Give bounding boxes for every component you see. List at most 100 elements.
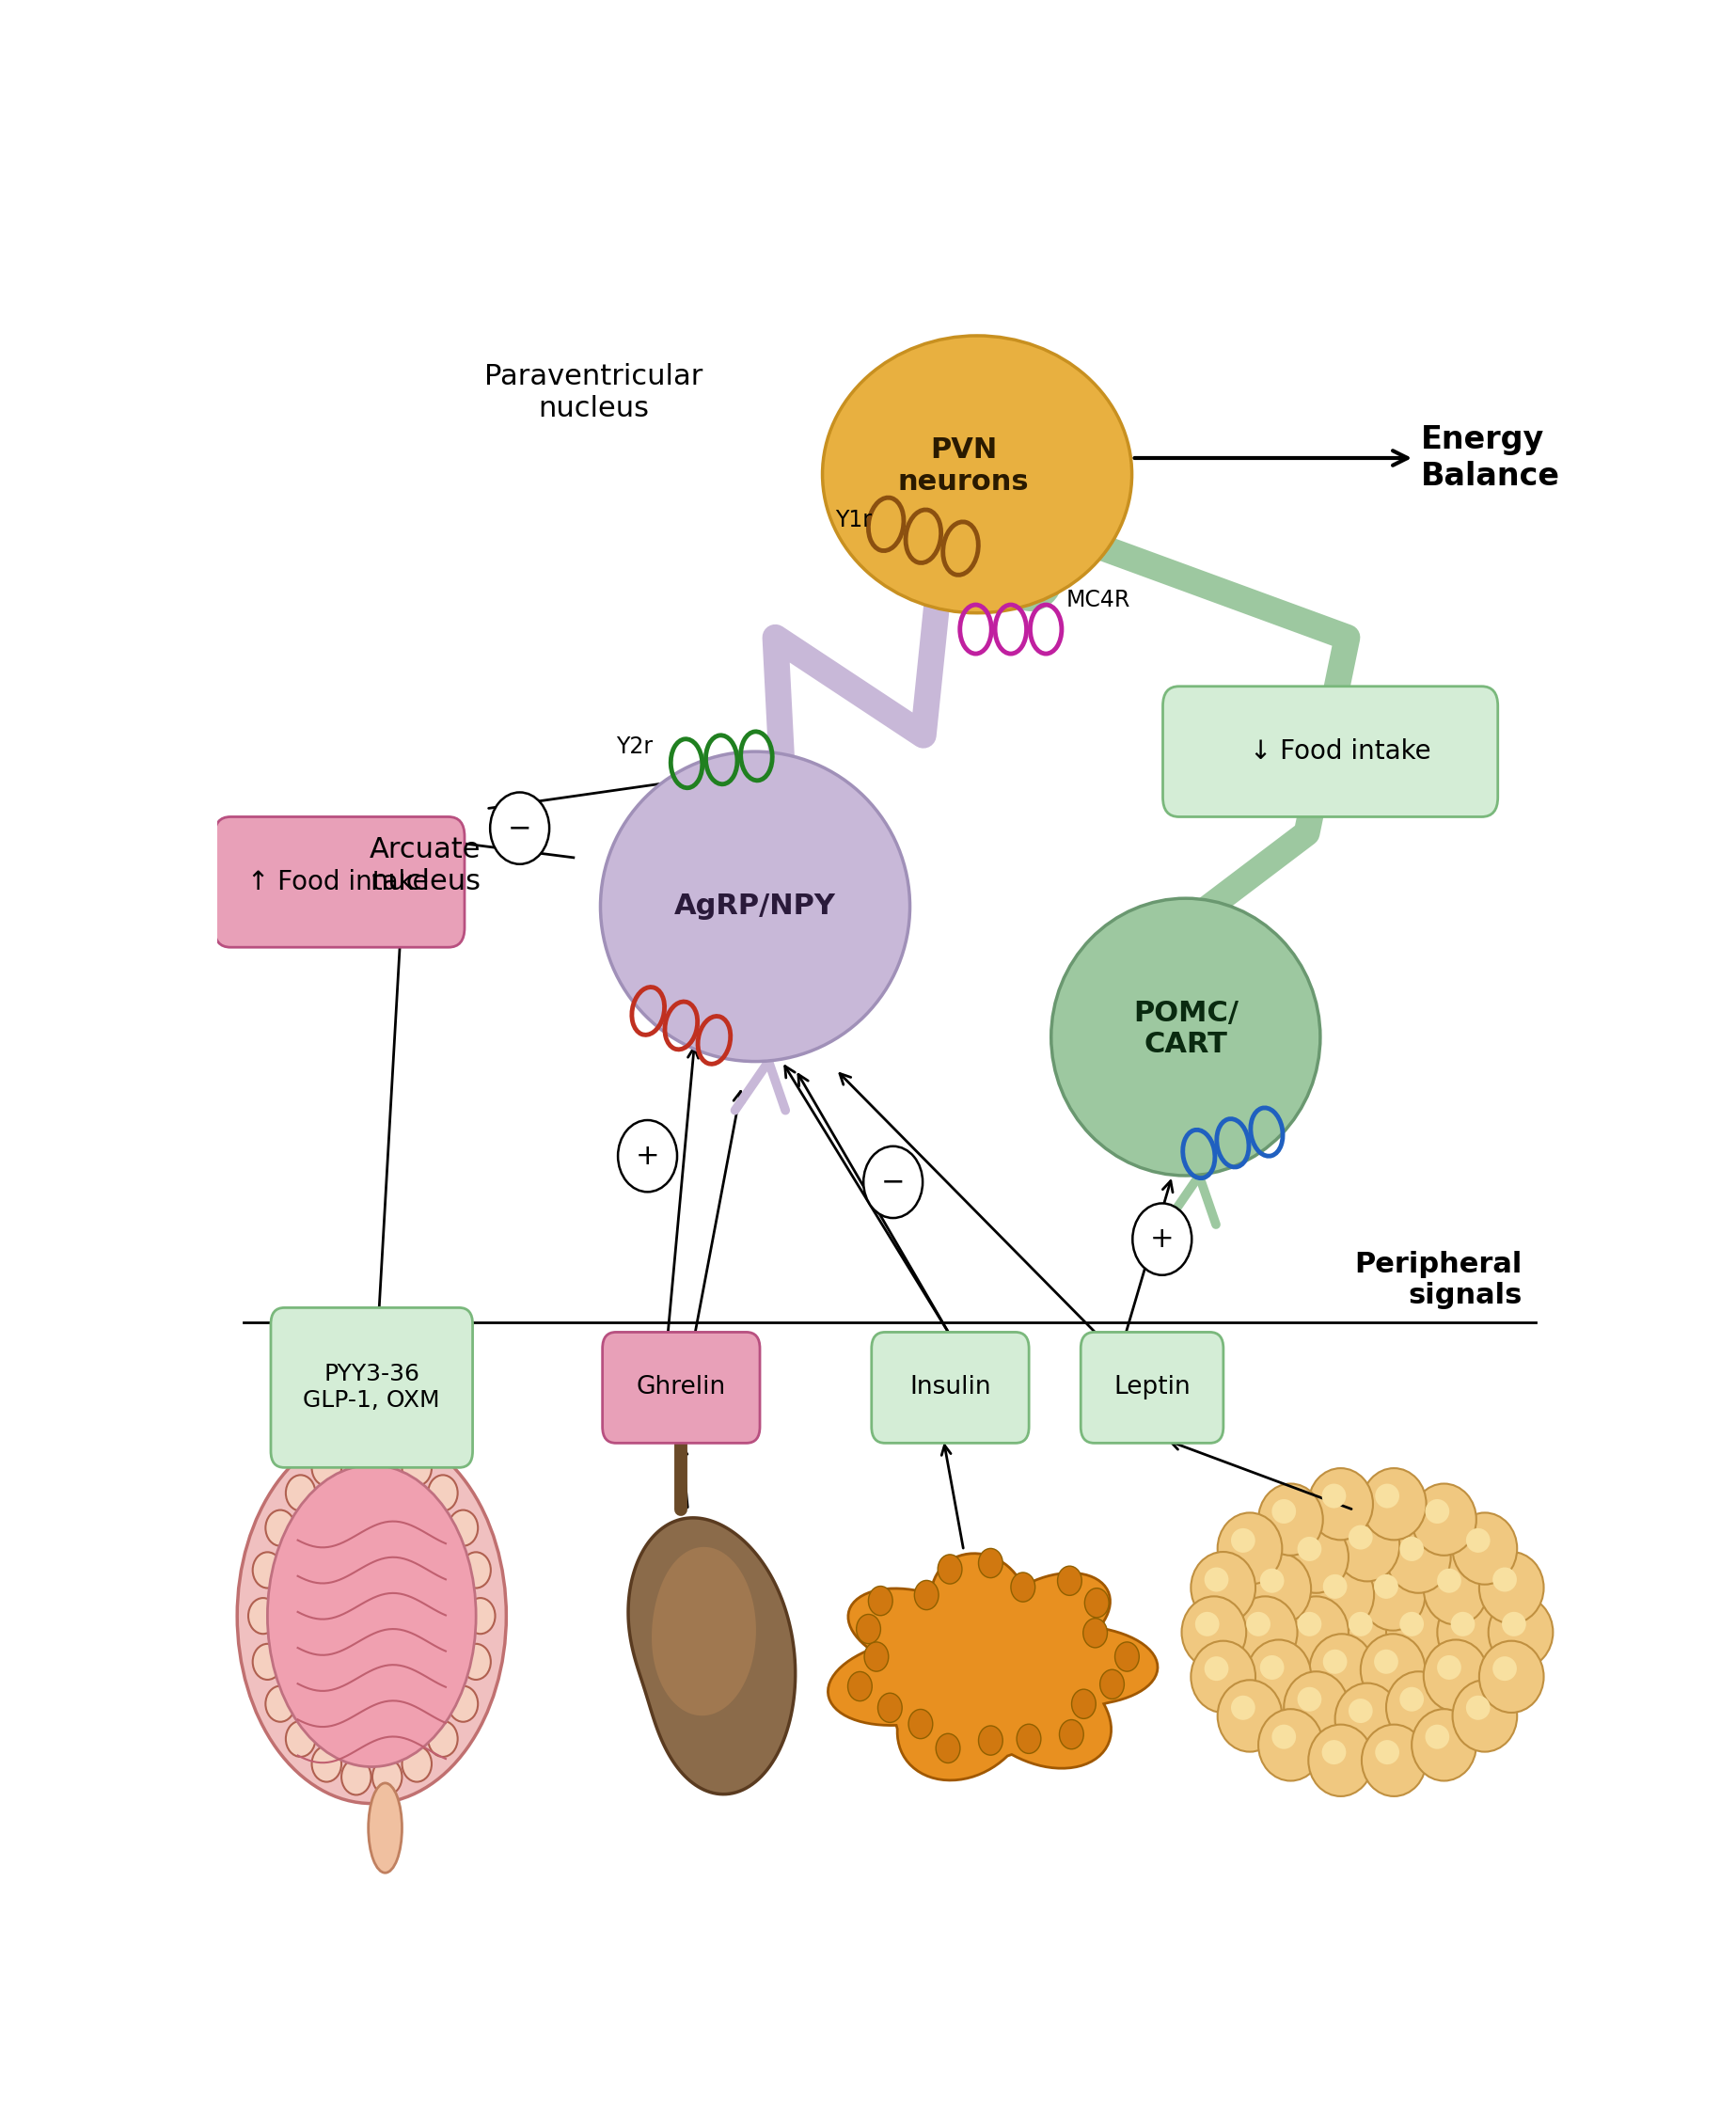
- Text: MC4R: MC4R: [1066, 589, 1130, 612]
- Ellipse shape: [1217, 1512, 1283, 1584]
- Ellipse shape: [1361, 1724, 1427, 1796]
- Ellipse shape: [1101, 1669, 1125, 1699]
- Ellipse shape: [1246, 1612, 1271, 1637]
- Text: Y2r: Y2r: [616, 735, 653, 758]
- Ellipse shape: [462, 1552, 491, 1588]
- Ellipse shape: [253, 1552, 283, 1588]
- Ellipse shape: [1083, 1618, 1108, 1648]
- Text: +: +: [1149, 1226, 1174, 1254]
- Ellipse shape: [403, 1745, 432, 1781]
- Ellipse shape: [342, 1760, 372, 1794]
- Ellipse shape: [908, 1709, 932, 1739]
- Ellipse shape: [1375, 1485, 1399, 1508]
- Ellipse shape: [868, 1586, 892, 1616]
- Text: ↑ Food intake: ↑ Food intake: [248, 868, 429, 896]
- Ellipse shape: [1424, 1552, 1488, 1625]
- Ellipse shape: [1323, 1650, 1347, 1673]
- Ellipse shape: [1437, 1656, 1462, 1680]
- Ellipse shape: [1297, 1688, 1321, 1711]
- Ellipse shape: [342, 1436, 372, 1472]
- Text: Paraventricular
nucleus: Paraventricular nucleus: [484, 364, 703, 421]
- Ellipse shape: [1059, 1720, 1083, 1749]
- Text: ↓ Food intake: ↓ Food intake: [1250, 739, 1430, 765]
- Ellipse shape: [403, 1451, 432, 1487]
- Ellipse shape: [1246, 1639, 1311, 1711]
- Ellipse shape: [1399, 1538, 1424, 1561]
- Ellipse shape: [823, 335, 1132, 612]
- Ellipse shape: [1191, 1641, 1255, 1713]
- Ellipse shape: [1297, 1612, 1321, 1637]
- Ellipse shape: [368, 1783, 403, 1872]
- Ellipse shape: [1493, 1656, 1517, 1682]
- Ellipse shape: [312, 1745, 342, 1781]
- Text: −: −: [882, 1169, 904, 1197]
- Ellipse shape: [1233, 1597, 1297, 1669]
- Ellipse shape: [1321, 1741, 1345, 1764]
- Ellipse shape: [1502, 1612, 1526, 1637]
- Ellipse shape: [1309, 1633, 1373, 1705]
- Ellipse shape: [1399, 1688, 1424, 1711]
- Ellipse shape: [979, 1726, 1003, 1756]
- Polygon shape: [828, 1552, 1158, 1781]
- Ellipse shape: [601, 752, 910, 1061]
- Ellipse shape: [1399, 1612, 1424, 1637]
- Text: Insulin: Insulin: [910, 1375, 991, 1400]
- Ellipse shape: [1361, 1468, 1427, 1540]
- Ellipse shape: [1361, 1559, 1425, 1631]
- Ellipse shape: [266, 1510, 295, 1546]
- Ellipse shape: [1285, 1671, 1349, 1743]
- Ellipse shape: [266, 1686, 295, 1722]
- Ellipse shape: [1017, 1724, 1042, 1754]
- Text: −: −: [507, 815, 531, 841]
- FancyBboxPatch shape: [1163, 686, 1498, 818]
- Ellipse shape: [1285, 1521, 1349, 1593]
- Ellipse shape: [1335, 1684, 1399, 1756]
- Ellipse shape: [1205, 1656, 1229, 1682]
- Ellipse shape: [1465, 1529, 1489, 1552]
- Ellipse shape: [253, 1644, 283, 1680]
- Ellipse shape: [1335, 1597, 1399, 1669]
- Text: Arcuate
nucleus: Arcuate nucleus: [370, 837, 481, 896]
- Ellipse shape: [1385, 1521, 1451, 1593]
- Text: Energy
Balance: Energy Balance: [1422, 424, 1561, 491]
- Text: PVN
neurons: PVN neurons: [898, 436, 1029, 496]
- Ellipse shape: [1411, 1709, 1476, 1781]
- Ellipse shape: [1349, 1525, 1373, 1550]
- Ellipse shape: [1479, 1641, 1543, 1713]
- Ellipse shape: [373, 1760, 403, 1794]
- Text: PYY3-36
GLP-1, OXM: PYY3-36 GLP-1, OXM: [304, 1364, 441, 1413]
- Ellipse shape: [1071, 1690, 1095, 1718]
- Ellipse shape: [1361, 1633, 1425, 1705]
- Ellipse shape: [1349, 1699, 1373, 1724]
- Text: Ghrelin: Ghrelin: [637, 1375, 726, 1400]
- Ellipse shape: [1057, 1565, 1082, 1595]
- Ellipse shape: [1465, 1697, 1489, 1720]
- Ellipse shape: [1231, 1529, 1255, 1552]
- Ellipse shape: [998, 534, 1064, 612]
- FancyBboxPatch shape: [271, 1307, 472, 1468]
- Ellipse shape: [1309, 1724, 1373, 1796]
- Ellipse shape: [847, 1671, 871, 1701]
- Text: Y1r: Y1r: [835, 508, 871, 532]
- Ellipse shape: [1493, 1567, 1517, 1593]
- Ellipse shape: [429, 1722, 458, 1756]
- Ellipse shape: [937, 1555, 962, 1584]
- Ellipse shape: [312, 1451, 342, 1487]
- Circle shape: [618, 1120, 677, 1192]
- Ellipse shape: [1425, 1500, 1450, 1523]
- Ellipse shape: [1479, 1552, 1543, 1625]
- Ellipse shape: [979, 1548, 1003, 1578]
- Ellipse shape: [915, 1580, 939, 1610]
- Ellipse shape: [1375, 1574, 1397, 1599]
- Ellipse shape: [1285, 1597, 1349, 1669]
- Ellipse shape: [1349, 1612, 1373, 1637]
- Text: AgRP/NPY: AgRP/NPY: [674, 894, 837, 919]
- Polygon shape: [628, 1519, 795, 1794]
- Ellipse shape: [1488, 1597, 1554, 1669]
- Text: Leptin: Leptin: [1113, 1375, 1191, 1400]
- Ellipse shape: [1453, 1512, 1517, 1584]
- Ellipse shape: [1437, 1569, 1462, 1593]
- Ellipse shape: [286, 1474, 316, 1510]
- FancyBboxPatch shape: [602, 1332, 760, 1442]
- Ellipse shape: [1182, 1597, 1246, 1669]
